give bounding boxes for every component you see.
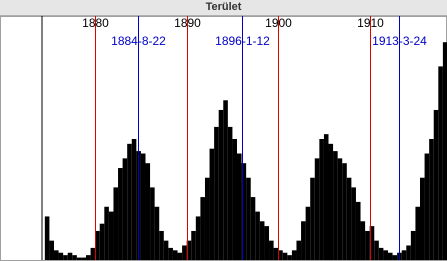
bar [259, 221, 265, 260]
bar [323, 134, 329, 260]
bar [246, 177, 251, 260]
bar [420, 177, 425, 260]
bar [278, 250, 283, 260]
bar [424, 153, 430, 260]
bar [301, 221, 306, 260]
bar [415, 206, 421, 260]
bar [81, 257, 87, 260]
bar [67, 252, 73, 260]
bar [150, 187, 155, 260]
bar [168, 247, 173, 260]
bar [319, 139, 324, 260]
bar [305, 206, 311, 260]
bar [314, 158, 320, 260]
bar [122, 158, 128, 260]
bar [433, 109, 439, 261]
bar [214, 126, 219, 261]
bar [287, 255, 292, 260]
bar [76, 257, 82, 260]
bar [172, 250, 178, 260]
year-label: 1880 [82, 16, 109, 30]
date-marker-label: 1913-3-24 [372, 34, 427, 48]
date-marker-label: 1884-8-22 [111, 34, 166, 48]
plot: 1880 1890 1900 1910 1884-8-22 1896-1-12 1913-3… [0, 16, 447, 261]
bar [410, 230, 416, 260]
bar [241, 163, 247, 260]
bar [282, 252, 288, 260]
bar [90, 247, 96, 260]
bar [204, 177, 210, 260]
bar [99, 223, 105, 260]
bar [342, 163, 347, 260]
bar [86, 255, 91, 260]
bar [291, 250, 297, 260]
bar [191, 230, 196, 260]
year-label: 1890 [174, 16, 201, 30]
bar [186, 240, 192, 260]
bar [401, 250, 407, 260]
bar [72, 255, 77, 260]
bar [113, 187, 119, 260]
bar [387, 252, 393, 260]
bar [118, 168, 123, 260]
bar [200, 197, 205, 260]
bar [273, 247, 279, 260]
bar [218, 109, 224, 261]
bar [53, 250, 59, 260]
chart-title: Terület [0, 0, 447, 16]
bar [140, 153, 146, 260]
bar [296, 240, 302, 260]
bar [442, 42, 447, 261]
bar [131, 139, 137, 260]
bar [269, 240, 274, 260]
bar [58, 252, 64, 260]
year-label: 1900 [265, 16, 292, 30]
bar [63, 255, 68, 260]
bar [406, 245, 411, 260]
bar [49, 240, 54, 260]
bar [182, 245, 187, 260]
date-marker-label: 1896-1-12 [215, 34, 270, 48]
bar [355, 201, 361, 260]
bar [360, 221, 366, 260]
bar [351, 187, 356, 260]
bar [154, 206, 160, 260]
bar [209, 148, 215, 260]
bar [337, 158, 343, 260]
bar [232, 139, 237, 260]
bar [159, 230, 164, 260]
bar [145, 163, 151, 260]
bar [227, 126, 233, 261]
bar [223, 100, 228, 260]
bar [365, 230, 370, 260]
bar [383, 250, 388, 260]
bar [438, 66, 443, 261]
bar [333, 151, 338, 260]
bar [346, 177, 352, 260]
bar [369, 226, 375, 260]
bar [95, 230, 100, 260]
bar [104, 206, 109, 260]
bar [392, 255, 398, 260]
bar [250, 197, 256, 260]
bar [310, 177, 315, 260]
bar [163, 240, 169, 260]
bar [378, 247, 384, 260]
year-label: 1910 [357, 16, 384, 30]
bar [177, 252, 183, 260]
bar [44, 216, 50, 260]
bar [328, 143, 334, 260]
bar [374, 240, 379, 260]
bar [195, 216, 201, 260]
bar [236, 153, 242, 260]
bar [108, 211, 114, 260]
bar [264, 226, 270, 260]
bar [127, 143, 132, 260]
bar [255, 211, 260, 260]
bar [429, 139, 434, 260]
